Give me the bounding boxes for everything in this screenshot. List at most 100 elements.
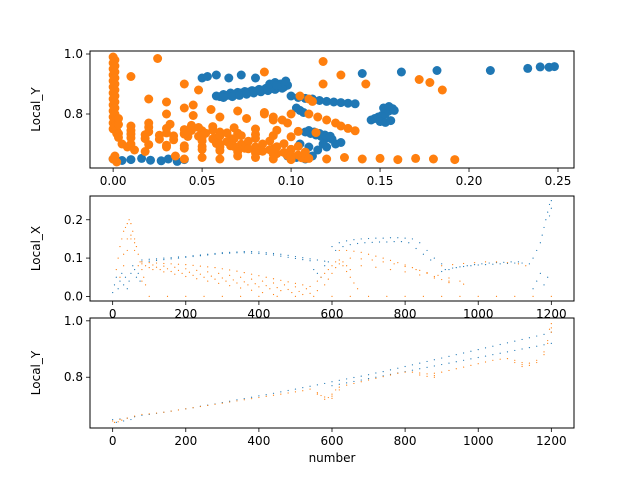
data-point	[338, 386, 340, 388]
data-point	[258, 395, 260, 397]
data-point	[411, 238, 414, 240]
data-point	[221, 277, 223, 279]
data-point	[188, 271, 191, 273]
data-point	[286, 109, 296, 119]
data-point	[404, 365, 406, 368]
data-point	[463, 366, 465, 368]
data-point	[269, 288, 271, 290]
x-tick-label: 400	[247, 307, 270, 321]
data-point	[536, 249, 538, 252]
data-point	[221, 252, 223, 255]
data-point	[473, 263, 476, 266]
data-point	[523, 63, 533, 73]
data-point	[162, 97, 172, 107]
data-point	[389, 374, 392, 376]
data-point	[331, 265, 333, 267]
data-point	[250, 153, 260, 162]
data-point	[543, 354, 545, 356]
data-point	[543, 284, 545, 286]
data-point	[375, 255, 377, 257]
data-point	[293, 126, 303, 136]
data-point	[433, 275, 435, 278]
data-point	[218, 93, 228, 102]
data-point	[134, 415, 136, 417]
data-point	[192, 274, 194, 276]
data-point	[477, 264, 479, 266]
data-point	[495, 261, 498, 263]
data-point	[293, 141, 303, 151]
data-point	[547, 339, 549, 342]
data-point	[250, 396, 253, 398]
data-point	[156, 156, 166, 166]
data-point	[470, 350, 472, 352]
data-point	[141, 414, 143, 416]
data-point	[433, 277, 435, 279]
data-point	[331, 385, 333, 387]
data-point	[346, 249, 348, 252]
data-point	[473, 262, 476, 264]
data-point	[185, 256, 187, 258]
data-point	[276, 286, 278, 289]
data-point	[510, 261, 512, 263]
data-point	[450, 155, 460, 165]
data-point	[268, 154, 278, 164]
data-point	[137, 253, 139, 255]
data-point	[364, 242, 366, 244]
data-point	[202, 72, 212, 81]
data-point	[174, 266, 176, 268]
data-point	[259, 109, 269, 119]
data-point	[236, 400, 238, 402]
data-point	[521, 262, 523, 264]
data-point	[316, 384, 318, 386]
data-point	[215, 154, 225, 164]
data-point	[499, 358, 501, 360]
data-point	[185, 263, 187, 266]
data-point	[199, 255, 201, 257]
data-point	[393, 263, 395, 265]
data-point	[503, 261, 505, 263]
data-point	[448, 280, 450, 282]
data-point	[207, 280, 209, 282]
data-point	[514, 295, 516, 297]
data-point	[411, 369, 414, 371]
data-point	[331, 245, 333, 248]
data-point	[316, 280, 318, 282]
axes-frame	[89, 195, 575, 302]
y-axis-label: Local_Y	[29, 350, 43, 395]
data-point	[135, 276, 138, 278]
data-point	[272, 394, 275, 396]
data-point	[313, 112, 323, 122]
data-point	[243, 250, 245, 253]
data-point	[302, 293, 304, 296]
data-point	[137, 265, 139, 267]
data-point	[250, 398, 253, 400]
data-point	[177, 409, 180, 411]
data-point	[404, 295, 406, 297]
data-point	[448, 355, 450, 357]
data-point	[123, 284, 125, 286]
data-point	[357, 154, 367, 164]
data-point	[196, 269, 198, 271]
data-point	[280, 393, 282, 395]
data-point	[324, 272, 326, 275]
data-point	[229, 252, 231, 254]
data-point	[298, 290, 300, 293]
data-point	[360, 258, 362, 260]
data-point	[463, 262, 465, 265]
data-point	[346, 240, 348, 242]
data-point	[141, 280, 143, 282]
data-point	[201, 128, 211, 138]
data-point	[342, 265, 344, 267]
data-point	[346, 270, 348, 273]
data-point	[343, 123, 353, 133]
data-point	[481, 263, 483, 265]
data-point	[400, 241, 403, 243]
data-point	[250, 278, 253, 280]
data-point	[331, 295, 333, 297]
data-point	[375, 153, 385, 163]
data-point	[353, 382, 355, 385]
data-point	[287, 288, 289, 291]
data-point	[441, 278, 443, 281]
data-point	[197, 153, 207, 162]
data-point	[236, 252, 238, 254]
